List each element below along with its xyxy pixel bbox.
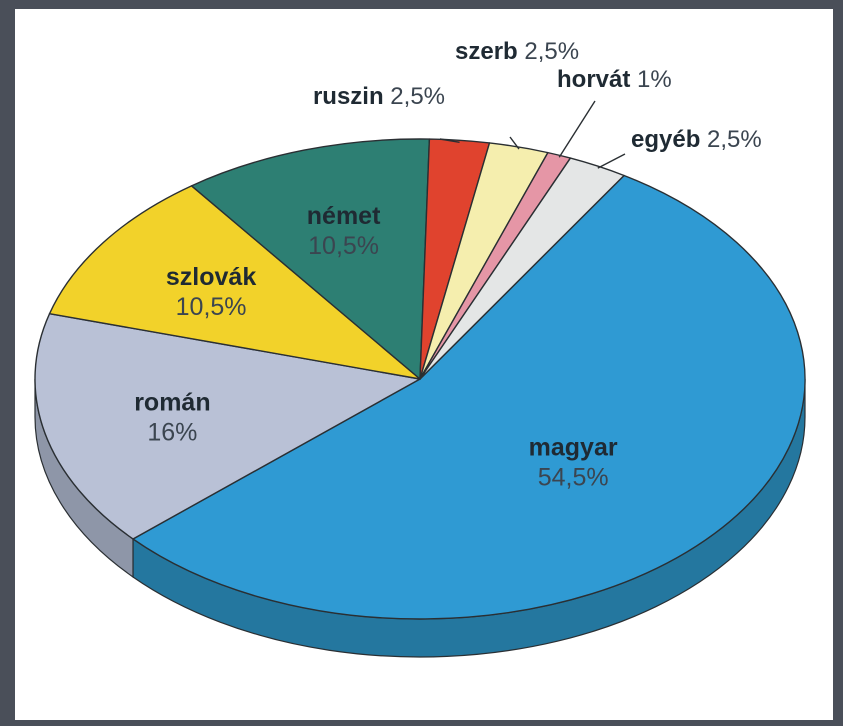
- slice-value-roman: 16%: [147, 419, 197, 447]
- slice-magyar: [132, 174, 806, 620]
- leader-line-szerb: [509, 136, 520, 150]
- slice-label-horvat: horvát 1%: [557, 66, 672, 93]
- slice-value-nemet: 10,5%: [308, 232, 379, 260]
- slice-label-egyeb: egyéb 2,5%: [631, 126, 762, 153]
- pie-slices: [34, 138, 806, 620]
- chart-panel: magyar 54,5% román 16% szlovák 10,5% német 10,5…: [15, 9, 833, 720]
- slice-label-szlovak: szlovák: [166, 263, 256, 291]
- slice-label-nemet: német: [307, 202, 381, 230]
- slice-value-szlovak: 10,5%: [176, 293, 247, 321]
- leader-lines: [439, 100, 626, 169]
- slice-label-szerb: szerb 2,5%: [455, 38, 579, 65]
- leader-line-horvat: [558, 100, 596, 158]
- slice-label-ruszin: ruszin 2,5%: [313, 83, 445, 110]
- pie-chart: magyar54,5%román16%szlovák10,5%német10,5…: [34, 38, 806, 658]
- slice-labels: magyar54,5%román16%szlovák10,5%német10,5…: [134, 38, 762, 491]
- slice-roman: [34, 312, 421, 540]
- slice-label-roman: román: [134, 389, 210, 417]
- slice-label-magyar: magyar: [529, 433, 618, 461]
- slice-egyeb: [419, 157, 625, 380]
- leader-line-egyeb: [597, 153, 626, 169]
- slice-nemet: [190, 138, 431, 380]
- slice-value-magyar: 54,5%: [538, 463, 609, 491]
- slice-szlovak: [48, 185, 421, 380]
- leader-line-ruszin: [439, 138, 460, 143]
